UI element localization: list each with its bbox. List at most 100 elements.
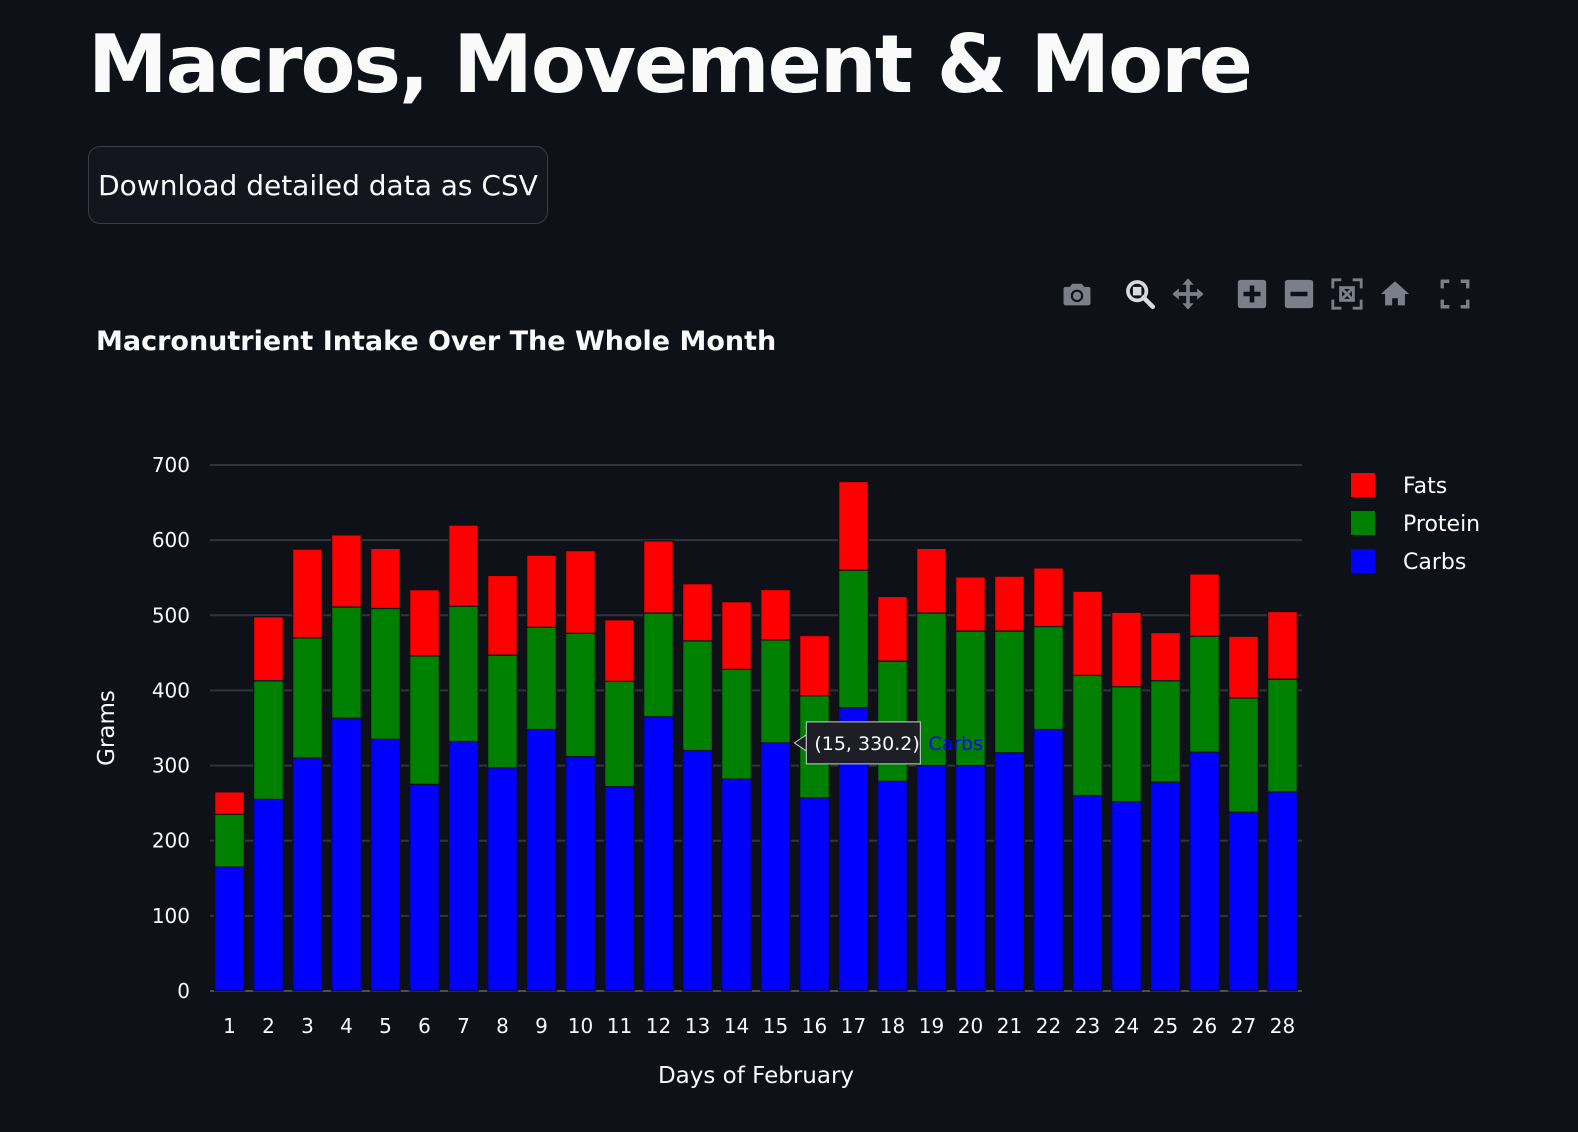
bar-fats-day-14[interactable] (721, 601, 752, 670)
bar-protein-day-1[interactable] (214, 813, 245, 868)
bar-protein-day-22[interactable] (1033, 625, 1064, 731)
bar-protein-day-28[interactable] (1267, 678, 1298, 793)
bar-protein-day-8[interactable] (487, 654, 518, 769)
bar-protein-day-19[interactable] (916, 612, 947, 767)
legend-label-carbs[interactable]: Carbs (1403, 550, 1466, 575)
bar-fats-day-24[interactable] (1111, 611, 1142, 688)
x-tick-label: 19 (919, 1014, 944, 1038)
bar-protein-day-27[interactable] (1228, 697, 1259, 813)
x-tick-label: 9 (535, 1014, 548, 1038)
bar-carbs-day-15[interactable] (760, 742, 791, 992)
bar-fats-day-8[interactable] (487, 574, 518, 656)
bar-protein-day-20[interactable] (955, 630, 986, 767)
bar-fats-day-4[interactable] (331, 534, 362, 608)
bar-protein-day-4[interactable] (331, 606, 362, 719)
bar-protein-day-12[interactable] (643, 612, 674, 718)
legend-swatch-carbs[interactable] (1351, 549, 1375, 573)
bar-fats-day-1[interactable] (214, 791, 245, 816)
bar-protein-day-2[interactable] (253, 680, 284, 800)
bar-carbs-day-3[interactable] (292, 757, 323, 992)
bar-carbs-day-9[interactable] (526, 728, 557, 992)
camera-icon[interactable] (1057, 274, 1097, 314)
home-icon[interactable] (1375, 274, 1415, 314)
bar-carbs-day-10[interactable] (565, 755, 596, 992)
bar-protein-day-17[interactable] (838, 569, 869, 709)
bar-carbs-day-2[interactable] (253, 798, 284, 992)
bar-fats-day-6[interactable] (409, 589, 440, 657)
legend-label-fats[interactable]: Fats (1403, 474, 1447, 499)
bar-carbs-day-18[interactable] (877, 780, 908, 992)
bar-fats-day-10[interactable] (565, 550, 596, 634)
x-tick-label: 12 (646, 1014, 671, 1038)
bar-carbs-day-11[interactable] (604, 786, 635, 992)
bar-carbs-day-16[interactable] (799, 797, 830, 992)
bar-protein-day-9[interactable] (526, 626, 557, 731)
bar-fats-day-7[interactable] (448, 524, 479, 607)
bar-protein-day-23[interactable] (1072, 674, 1103, 797)
bar-carbs-day-7[interactable] (448, 740, 479, 992)
bar-carbs-day-6[interactable] (409, 783, 440, 992)
bar-carbs-day-5[interactable] (370, 738, 401, 992)
bar-fats-day-19[interactable] (916, 547, 947, 614)
fullscreen-icon[interactable] (1435, 274, 1475, 314)
bar-carbs-day-8[interactable] (487, 767, 518, 992)
legend-label-protein[interactable]: Protein (1403, 512, 1480, 537)
bar-carbs-day-20[interactable] (955, 764, 986, 992)
legend-swatch-protein[interactable] (1351, 511, 1375, 535)
bar-fats-day-12[interactable] (643, 540, 674, 614)
bar-carbs-day-22[interactable] (1033, 728, 1064, 992)
bar-carbs-day-21[interactable] (994, 752, 1025, 992)
bar-protein-day-3[interactable] (292, 637, 323, 759)
bar-carbs-day-27[interactable] (1228, 811, 1259, 992)
zoom-icon[interactable] (1120, 274, 1160, 314)
bar-carbs-day-14[interactable] (721, 778, 752, 992)
bar-protein-day-5[interactable] (370, 607, 401, 740)
bar-protein-day-24[interactable] (1111, 686, 1142, 803)
bar-carbs-day-28[interactable] (1267, 791, 1298, 992)
bar-protein-day-10[interactable] (565, 632, 596, 758)
bar-fats-day-17[interactable] (838, 480, 869, 571)
bar-fats-day-2[interactable] (253, 616, 284, 682)
bar-fats-day-26[interactable] (1189, 573, 1220, 637)
bar-fats-day-25[interactable] (1150, 631, 1181, 682)
download-csv-button[interactable]: Download detailed data as CSV (88, 146, 548, 224)
pan-icon[interactable] (1168, 274, 1208, 314)
bar-fats-day-9[interactable] (526, 554, 557, 628)
bar-fats-day-18[interactable] (877, 595, 908, 662)
bar-protein-day-14[interactable] (721, 668, 752, 780)
bar-fats-day-28[interactable] (1267, 610, 1298, 680)
bar-carbs-day-19[interactable] (916, 764, 947, 992)
legend-swatch-fats[interactable] (1351, 473, 1375, 497)
bar-fats-day-15[interactable] (760, 588, 791, 641)
autoscale-icon[interactable] (1327, 274, 1367, 314)
bar-protein-day-15[interactable] (760, 639, 791, 744)
bar-fats-day-27[interactable] (1228, 635, 1259, 699)
zoom-in-icon[interactable] (1232, 274, 1272, 314)
bar-carbs-day-26[interactable] (1189, 751, 1220, 992)
bar-carbs-day-13[interactable] (682, 749, 713, 992)
bar-fats-day-21[interactable] (994, 575, 1025, 632)
bar-protein-day-21[interactable] (994, 630, 1025, 754)
bar-fats-day-5[interactable] (370, 547, 401, 610)
bar-fats-day-11[interactable] (604, 619, 635, 683)
bar-carbs-day-4[interactable] (331, 717, 362, 992)
zoom-out-icon[interactable] (1279, 274, 1319, 314)
bar-fats-day-3[interactable] (292, 548, 323, 639)
bar-fats-day-20[interactable] (955, 576, 986, 632)
bar-carbs-day-1[interactable] (214, 866, 245, 992)
bar-protein-day-25[interactable] (1150, 680, 1181, 783)
bar-fats-day-13[interactable] (682, 583, 713, 642)
bar-carbs-day-12[interactable] (643, 716, 674, 992)
bar-protein-day-26[interactable] (1189, 635, 1220, 753)
bar-carbs-day-25[interactable] (1150, 781, 1181, 992)
bar-fats-day-22[interactable] (1033, 567, 1064, 628)
bar-fats-day-16[interactable] (799, 634, 830, 697)
bar-protein-day-6[interactable] (409, 655, 440, 785)
bar-protein-day-7[interactable] (448, 605, 479, 743)
bar-protein-day-11[interactable] (604, 680, 635, 788)
bar-protein-day-13[interactable] (682, 640, 713, 752)
bar-fats-day-23[interactable] (1072, 590, 1103, 676)
bar-carbs-day-23[interactable] (1072, 795, 1103, 992)
bar-carbs-day-24[interactable] (1111, 801, 1142, 992)
